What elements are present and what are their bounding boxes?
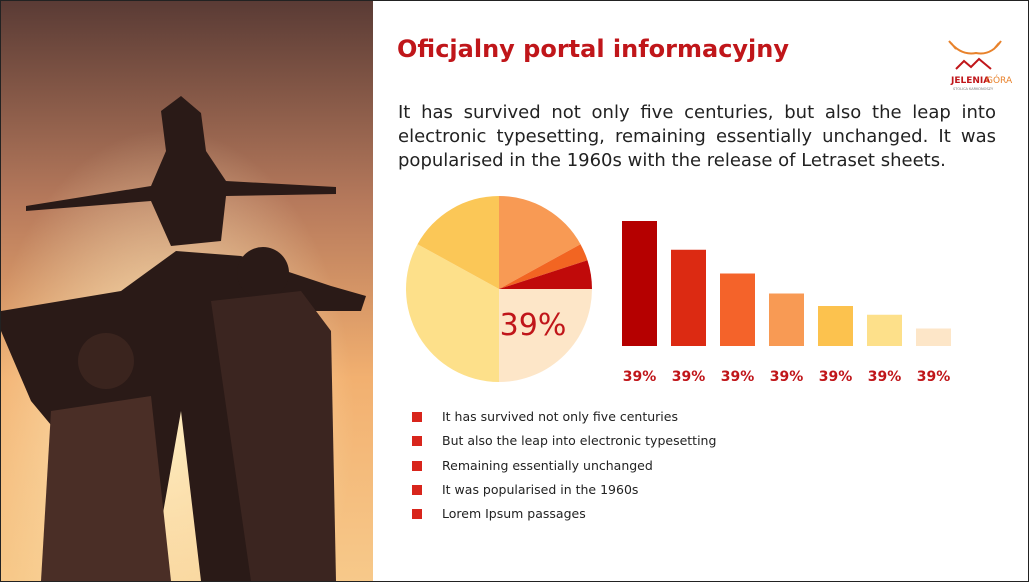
bar-label: 39% <box>868 369 902 385</box>
logo: JELENIA GÓRA STOLICA KARKONOSZY <box>949 41 1013 91</box>
bar <box>867 315 902 346</box>
logo-name-main: JELENIA <box>950 76 990 86</box>
bullet-item: Remaining essentially unchanged <box>412 456 716 480</box>
bar <box>720 274 755 347</box>
bullet-item: Lorem Ipsum passages <box>412 504 716 528</box>
bar <box>671 250 706 346</box>
logo-name-second: GÓRA <box>986 74 1013 86</box>
page-body: JELENIA GÓRA STOLICA KARKONOSZY 39% 39% 39… <box>0 0 1029 582</box>
bar <box>818 306 853 346</box>
bullet-item: It was popularised in the 1960s <box>412 480 716 504</box>
paragraph: It has survived not only five centuries,… <box>398 101 996 173</box>
bullet-item: It has survived not only five centuries <box>412 407 716 431</box>
photo <box>1 1 373 581</box>
bullet-item: But also the leap into electronic typese… <box>412 431 716 455</box>
bar <box>622 221 657 346</box>
bar-label: 39% <box>721 369 755 385</box>
bar-label: 39% <box>623 369 657 385</box>
bar-label: 39% <box>819 369 853 385</box>
bar-label: 39% <box>917 369 951 385</box>
bar-label: 39% <box>672 369 706 385</box>
pie-annotation: 39% <box>500 308 567 343</box>
logo-tagline: STOLICA KARKONOSZY <box>953 87 994 91</box>
bar-label: 39% <box>770 369 804 385</box>
slide: JELENIA GÓRA STOLICA KARKONOSZY 39% 39% 39… <box>0 0 1029 582</box>
bar <box>769 294 804 347</box>
title: Oficjalny portal informacyjny <box>397 35 789 63</box>
bar <box>916 329 951 347</box>
